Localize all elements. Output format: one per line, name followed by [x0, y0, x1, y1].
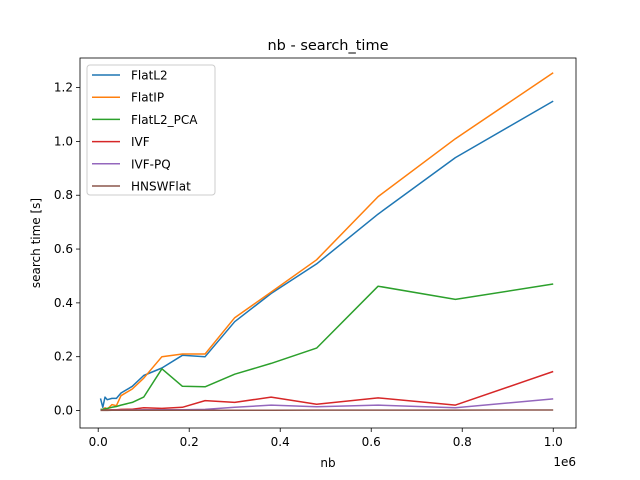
- x-tick-label: 0.6: [362, 435, 381, 449]
- x-tick-label: 0.0: [89, 435, 108, 449]
- y-tick-label: 0.4: [54, 296, 73, 310]
- series-line-flatl2-pca: [100, 283, 554, 411]
- y-tick-label: 1.0: [54, 134, 73, 148]
- y-tick-label: 0.2: [54, 350, 73, 364]
- legend-label-flatip: FlatIP: [131, 91, 164, 105]
- y-tick-label: 0.6: [54, 242, 73, 256]
- y-axis-label: search time [s]: [29, 198, 43, 288]
- x-tick-label: 1.0: [544, 435, 563, 449]
- chart-title: nb - search_time: [267, 38, 388, 54]
- legend-label-flatl2-pca: FlatL2_PCA: [131, 113, 198, 127]
- series-line-flatl2: [99, 100, 554, 409]
- legend-label-hnswflat: HNSWFlat: [131, 180, 191, 194]
- y-tick-label: 0.8: [54, 188, 73, 202]
- x-axis-offset-label: 1e6: [553, 455, 576, 469]
- legend-box: [86, 64, 216, 196]
- x-tick-label: 0.8: [453, 435, 472, 449]
- legend-label-ivf-pq: IVF-PQ: [131, 157, 171, 171]
- y-tick-label: 1.2: [54, 81, 73, 95]
- legend-label-flatl2: FlatL2: [131, 69, 168, 83]
- x-axis-label: nb: [320, 456, 335, 470]
- x-tick-label: 0.4: [271, 435, 290, 449]
- x-axis-ticks: 0.0 0.2 0.4 0.6 0.8 1.0: [89, 428, 563, 449]
- y-axis-ticks: 0.0 0.2 0.4 0.6 0.8 1.0 1.2: [54, 81, 80, 418]
- y-tick-label: 0.0: [54, 404, 73, 418]
- series-layer: [99, 72, 554, 412]
- x-tick-label: 0.2: [180, 435, 199, 449]
- plot-frame: [79, 57, 577, 429]
- legend-label-ivf: IVF: [131, 135, 150, 149]
- legend: FlatL2 FlatIP FlatL2_PCA IVF IVF-PQ HNSWFlat: [86, 64, 216, 196]
